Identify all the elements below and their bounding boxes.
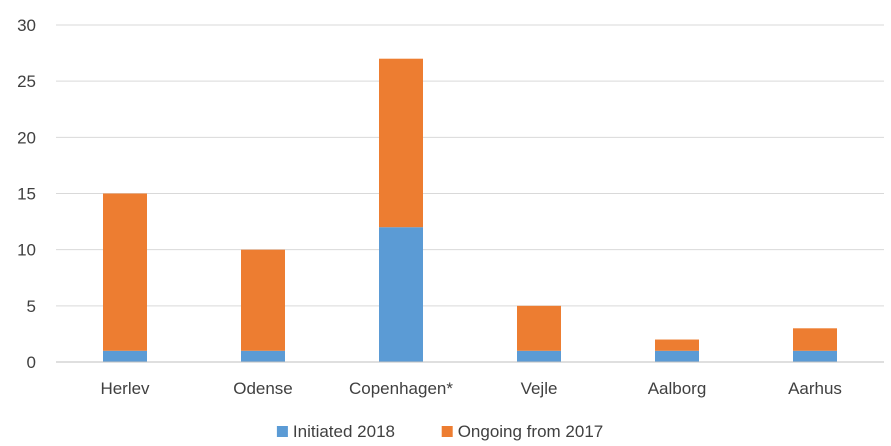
gridlines: [56, 24, 884, 307]
bar-segment-initiated-2018: [103, 350, 147, 362]
x-axis-tick-labels: Herlev Odense Copenhagen* Vejle Aalborg Aarhu…: [100, 379, 842, 398]
x-tick-label: Herlev: [100, 379, 150, 398]
y-tick-label: 15: [17, 185, 36, 204]
bars: [103, 58, 837, 362]
bar-segment-ongoing-from-2017: [379, 58, 423, 228]
bar-segment-initiated-2018: [379, 227, 423, 362]
bar-segment-initiated-2018: [655, 350, 699, 362]
y-tick-label: 30: [17, 16, 36, 35]
x-tick-label: Aarhus: [788, 379, 842, 398]
legend-swatch-initiated-2018: [276, 426, 288, 437]
y-tick-label: 25: [17, 72, 36, 91]
bar-segment-ongoing-from-2017: [517, 305, 561, 351]
bar-segment-ongoing-from-2017: [103, 193, 147, 351]
bar-segment-ongoing-from-2017: [793, 328, 837, 351]
y-tick-label: 20: [17, 128, 36, 147]
bar-segment-initiated-2018: [517, 350, 561, 362]
y-axis-tick-labels: 0 5 10 15 20 25 30: [17, 16, 36, 372]
x-tick-label: Vejle: [521, 379, 558, 398]
bar-segment-initiated-2018: [793, 350, 837, 362]
y-tick-label: 10: [17, 241, 36, 260]
legend-label: Initiated 2018: [293, 422, 395, 441]
x-tick-label: Copenhagen*: [349, 379, 453, 398]
y-tick-label: 5: [27, 297, 36, 316]
x-tick-label: Aalborg: [648, 379, 707, 398]
y-tick-label: 0: [27, 353, 36, 372]
bar-segment-initiated-2018: [241, 350, 285, 362]
legend: Initiated 2018 Ongoing from 2017: [276, 422, 604, 441]
legend-swatch-ongoing-from-2017: [441, 426, 453, 437]
bar-segment-ongoing-from-2017: [655, 339, 699, 351]
bar-segment-ongoing-from-2017: [241, 249, 285, 351]
legend-label: Ongoing from 2017: [458, 422, 604, 441]
x-tick-label: Odense: [233, 379, 293, 398]
